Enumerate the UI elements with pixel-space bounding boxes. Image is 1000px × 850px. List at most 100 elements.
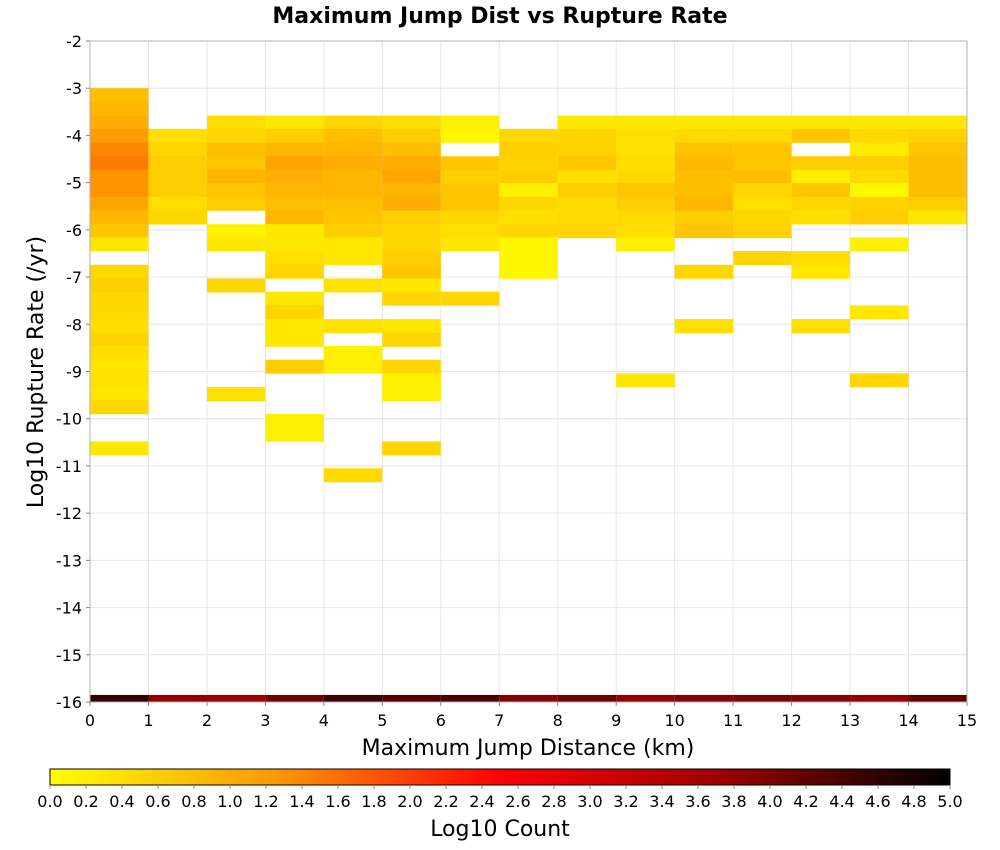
heatmap-cell (908, 169, 967, 184)
heatmap-cell (616, 210, 675, 225)
heatmap-cell (440, 169, 500, 184)
colorbar-tick-label: 1.6 (325, 792, 350, 811)
heatmap-cell (440, 291, 500, 306)
heatmap-cell (850, 373, 909, 388)
heatmap-cell (908, 115, 967, 130)
x-tick-label: 7 (494, 711, 504, 730)
heatmap-cell (206, 183, 266, 198)
heatmap-cell (557, 142, 617, 157)
heatmap-cell (265, 128, 324, 143)
heatmap-cell (206, 278, 266, 293)
heatmap-cell (323, 128, 383, 143)
heatmap-cell (557, 183, 617, 198)
y-tick-label: -10 (56, 410, 82, 429)
x-tick-label: 15 (957, 711, 977, 730)
heatmap-cell (674, 128, 734, 143)
heatmap-cell (499, 210, 558, 225)
heatmap-cell-bottom (148, 694, 207, 702)
heatmap-cell (674, 115, 734, 130)
x-tick-label: 14 (898, 711, 918, 730)
heatmap-cell (382, 142, 441, 157)
heatmap-cell (557, 169, 617, 184)
heatmap-cell (265, 264, 324, 279)
heatmap-cell (206, 115, 266, 130)
heatmap-cell (440, 183, 500, 198)
heatmap-cell (440, 156, 500, 171)
heatmap-cell (382, 332, 441, 347)
heatmap-cell (791, 210, 851, 225)
heatmap-cell (674, 224, 734, 239)
heatmap-cell-bottom (499, 694, 558, 702)
heatmap-cell (674, 210, 734, 225)
heatmap-cell (90, 224, 149, 239)
heatmap-cell (499, 156, 558, 171)
heatmap-cell (382, 156, 441, 171)
colorbar-tick-label: 2.2 (433, 792, 458, 811)
heatmap-cell (148, 156, 207, 171)
heatmap-cell (206, 224, 266, 239)
heatmap-cell (908, 128, 967, 143)
heatmap-cell (382, 237, 441, 252)
heatmap-cell (791, 183, 851, 198)
heatmap-cell (850, 305, 909, 320)
colorbar-tick-label: 3.8 (721, 792, 746, 811)
heatmap-cell (733, 128, 792, 143)
heatmap-cell (791, 169, 851, 184)
heatmap-cell (791, 196, 851, 211)
heatmap-cell (382, 359, 441, 374)
y-tick-label: -13 (56, 551, 82, 570)
heatmap-cell (206, 196, 266, 211)
colorbar-ticks: 0.0 0.2 0.4 0.6 0.8 1.0 1.2 1.4 1.6 1.8 2.0 2.2 2.4 2… (37, 785, 963, 811)
heatmap-cell (616, 224, 675, 239)
heatmap-cell (382, 210, 441, 225)
heatmap-cell (616, 183, 675, 198)
heatmap-cell (616, 237, 675, 252)
heatmap-cell (908, 156, 967, 171)
heatmap-cell (733, 169, 792, 184)
heatmap-cell (323, 278, 383, 293)
heatmap-cell (265, 142, 324, 157)
heatmap-cell (382, 373, 441, 388)
heatmap-cell (265, 319, 324, 334)
heatmap-cell (323, 251, 383, 266)
heatmap-cell (323, 468, 383, 483)
y-tick-label: -5 (66, 174, 82, 193)
heatmap-cell (733, 196, 792, 211)
heatmap-cell (90, 142, 149, 157)
heatmap-cell (850, 196, 909, 211)
heatmap-cell-bottom (674, 694, 734, 702)
heatmap-cell (440, 196, 500, 211)
y-tick-label: -7 (66, 268, 82, 287)
heatmap-cell (499, 128, 558, 143)
x-tick-label: 13 (840, 711, 860, 730)
colorbar-tick-label: 4.4 (829, 792, 854, 811)
heatmap-cell (265, 196, 324, 211)
heatmap-cell (908, 196, 967, 211)
x-tick-label: 4 (319, 711, 329, 730)
y-tick-label: -9 (66, 363, 82, 382)
colorbar-tick-label: 2.4 (469, 792, 494, 811)
heatmap-cell (674, 142, 734, 157)
heatmap-cell (557, 224, 617, 239)
heatmap-cell (499, 237, 558, 252)
colorbar-tick-label: 1.8 (361, 792, 386, 811)
heatmap-cell (323, 224, 383, 239)
colorbar-tick-label: 1.0 (217, 792, 242, 811)
colorbar-tick-label: 3.6 (685, 792, 710, 811)
colorbar-tick-label: 1.2 (253, 792, 278, 811)
x-tick-label: 2 (202, 711, 212, 730)
heatmap-cell (791, 251, 851, 266)
y-axis-ticks: -2 -3 -4 -5 -6 -7 -8 -9 -10 -11 -12 -13 -14 -15 -16 (56, 32, 90, 712)
heatmap-cell (733, 251, 792, 266)
heatmap-cell (90, 346, 149, 360)
chart-title: Maximum Jump Dist vs Rupture Rate (272, 4, 727, 29)
heatmap-cell (499, 169, 558, 184)
heatmap-cell (323, 237, 383, 252)
heatmap-cell (148, 210, 207, 225)
heatmap-cell (265, 224, 324, 239)
heatmap-cell (90, 101, 149, 116)
heatmap-cell (850, 210, 909, 225)
heatmap-cell (674, 196, 734, 211)
heatmap-cell (265, 183, 324, 198)
heatmap-cell (90, 305, 149, 320)
